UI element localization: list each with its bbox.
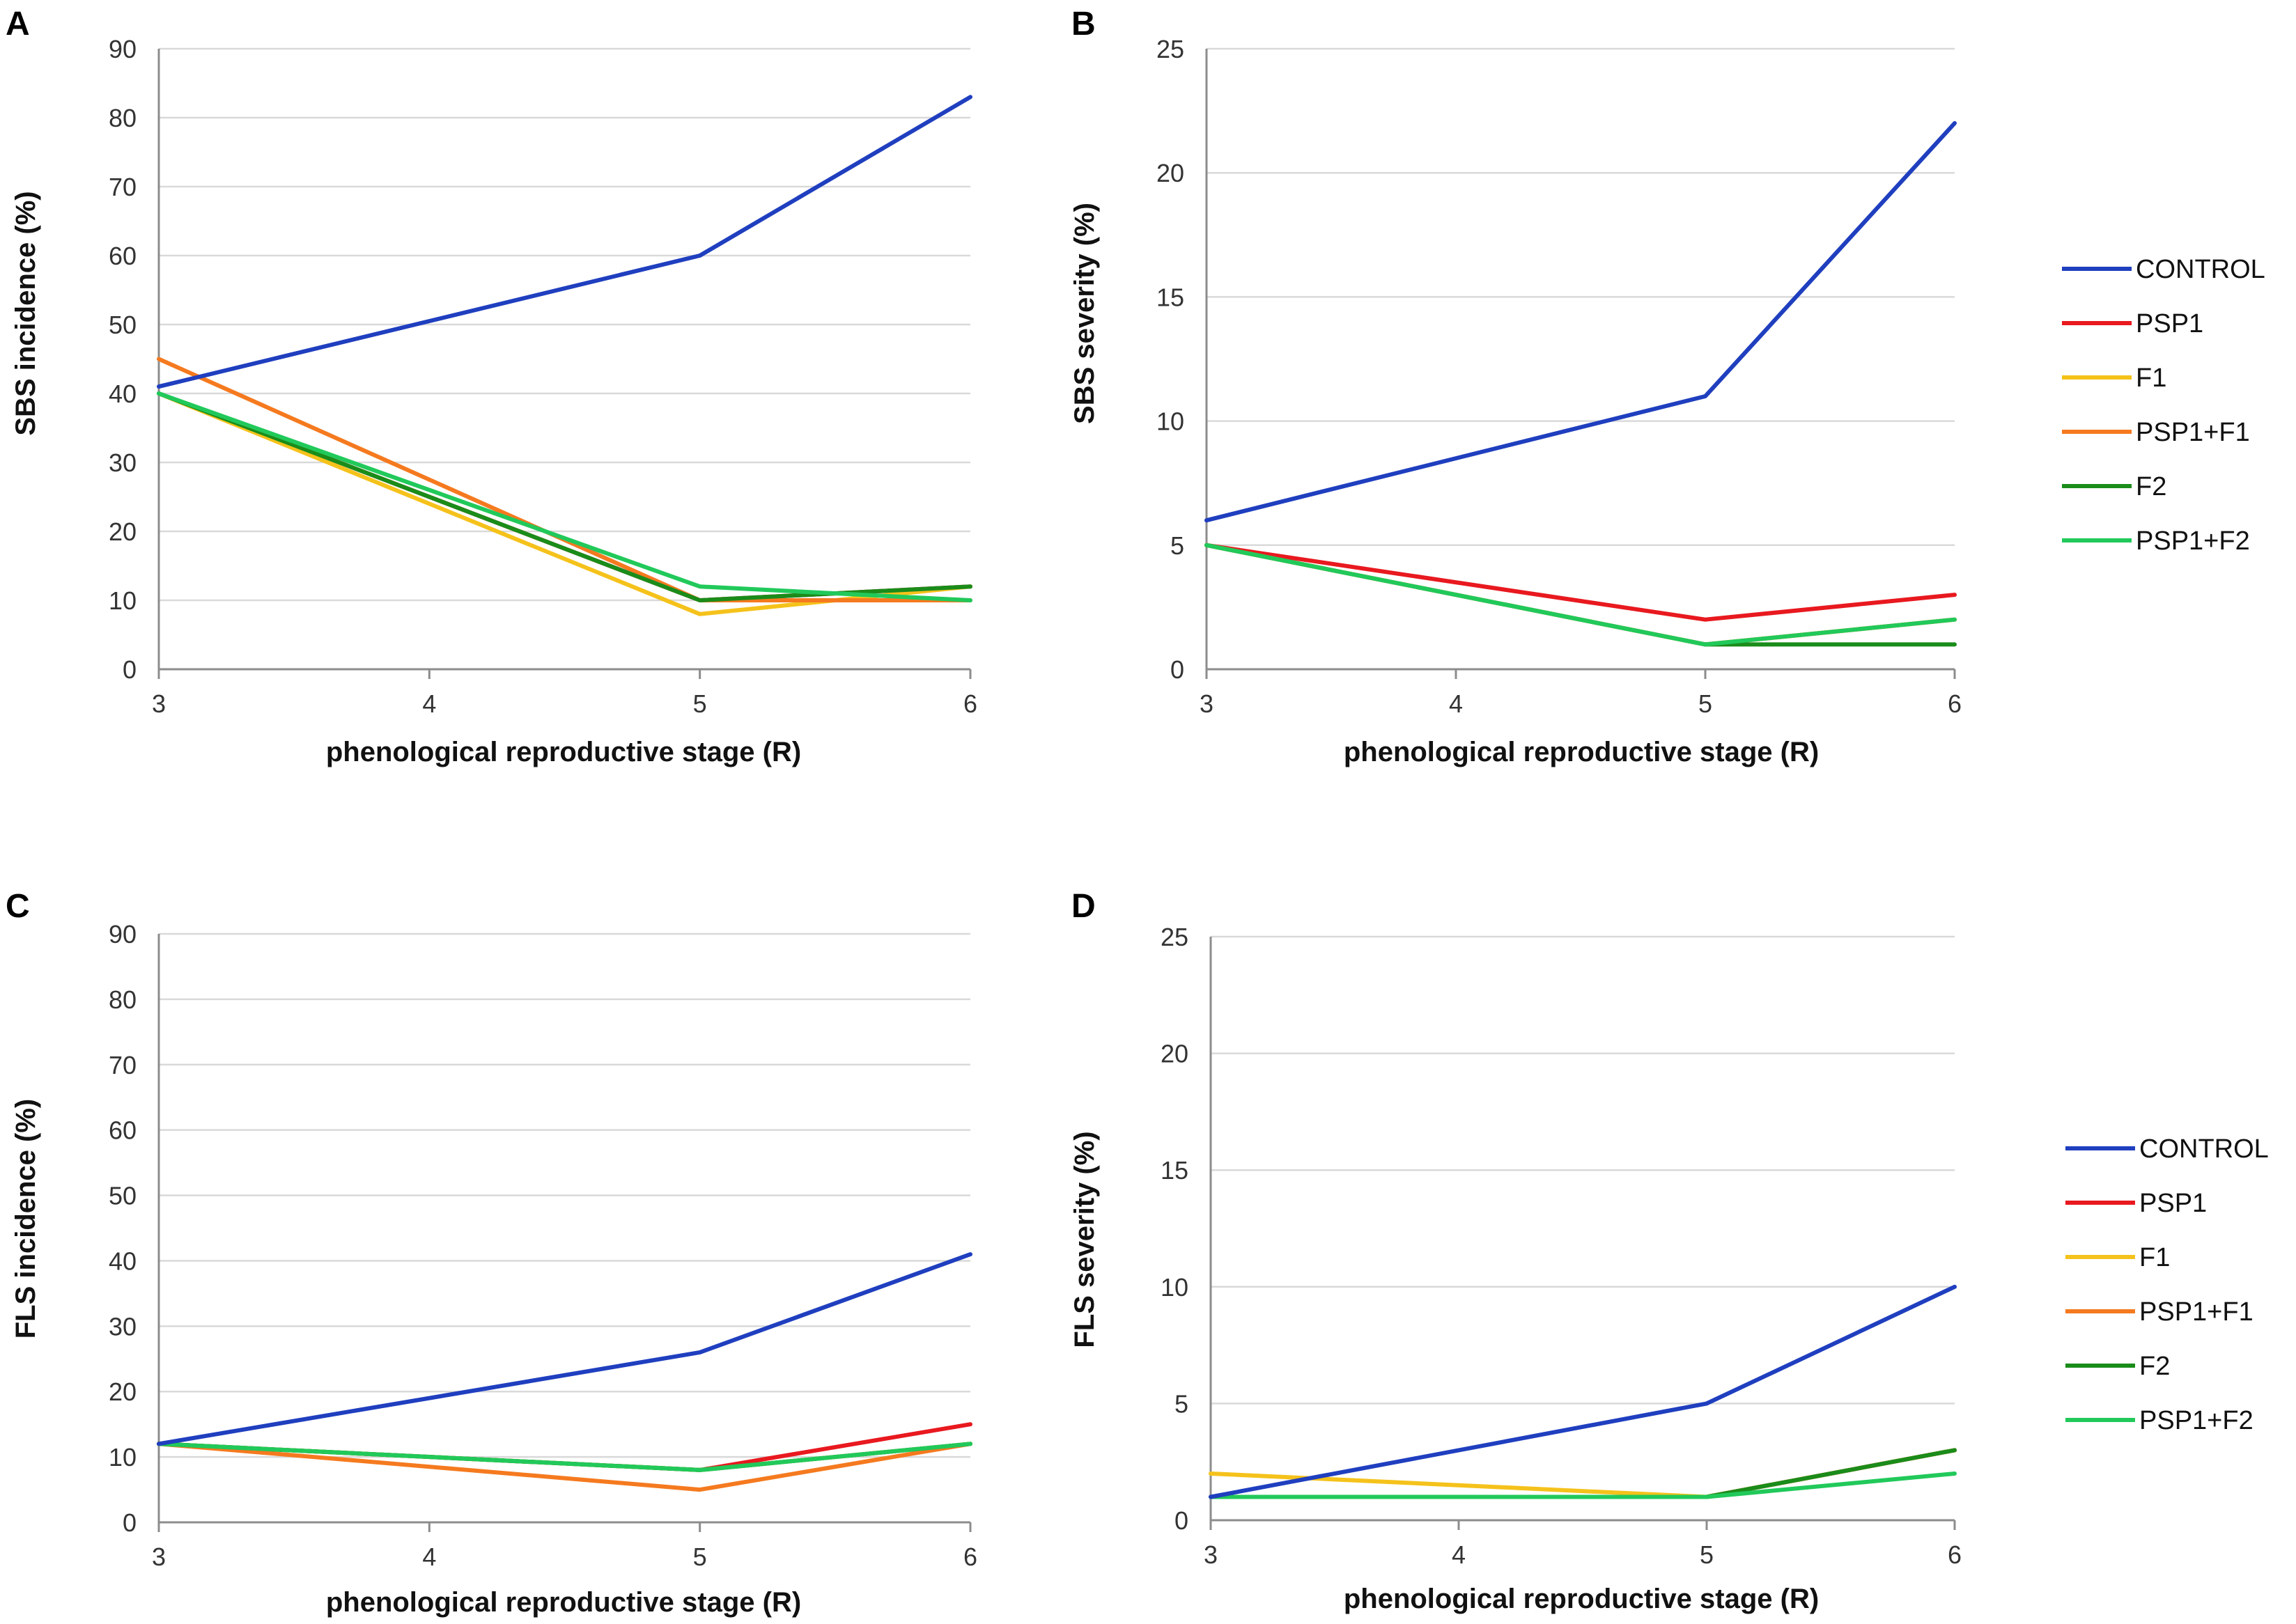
x-axis-label: phenological reproductive stage (R): [326, 737, 801, 767]
y-tick-label: 20: [1156, 159, 1184, 187]
legend-label: F2: [2136, 472, 2166, 501]
x-tick-label: 4: [1449, 689, 1463, 718]
y-tick-label: 10: [1161, 1273, 1188, 1302]
y-tick-label: 60: [109, 1116, 137, 1145]
y-tick-label: 5: [1174, 1389, 1188, 1418]
y-tick-label: 90: [109, 920, 137, 948]
panel-a: A 0 10 20 30 40 50 60 70 80 90 3 4 5 6 phenological …: [6, 6, 977, 767]
x-tick-label: 4: [422, 1543, 436, 1571]
y-tick-label: 15: [1156, 283, 1184, 311]
y-tick-label: 0: [1170, 655, 1184, 684]
series-line-f2: [157, 391, 972, 602]
y-tick-label: 0: [123, 655, 137, 684]
legend-label: F1: [2139, 1243, 2170, 1272]
panel-label: B: [1071, 6, 1096, 42]
x-axis-label: phenological reproductive stage (R): [1344, 737, 1819, 767]
panel-d: D 0 5 10 15 20 25 3 4 5 6 phenological reproduct…: [1069, 888, 2269, 1614]
x-tick-label: 5: [693, 1543, 707, 1571]
y-tick-label: 0: [123, 1508, 137, 1537]
series-line-psp1-plus-f1: [157, 357, 972, 602]
y-axis-label: FLS incidence (%): [10, 1099, 41, 1339]
legend: CONTROL PSP1 F1 PSP1+F1 F2 PSP1+F2: [2065, 1134, 2269, 1435]
series-line-psp1: [1204, 542, 1957, 622]
y-tick-label: 50: [109, 311, 137, 339]
y-tick-label: 10: [1156, 407, 1184, 436]
y-tick-label: 25: [1161, 923, 1188, 951]
x-axis-label: phenological reproductive stage (R): [326, 1587, 801, 1618]
y-tick-label: 20: [1161, 1040, 1188, 1068]
panel-label: C: [6, 888, 30, 925]
y-tick-label: 70: [109, 1051, 137, 1079]
panel-c: C 0 10 20 30 40 50 60 70 80 90 3 4 5 6 phenological …: [6, 888, 977, 1618]
series-line-psp1-plus-f2: [157, 391, 972, 602]
series-line-psp1: [157, 391, 972, 602]
y-tick-label: 25: [1156, 35, 1184, 63]
series-line-f1: [157, 391, 972, 616]
series-line-control: [1209, 1284, 1957, 1499]
y-tick-label: 30: [109, 448, 137, 477]
series-line-control: [1204, 120, 1957, 523]
legend-label: CONTROL: [2136, 255, 2265, 284]
legend-label: F2: [2139, 1352, 2170, 1381]
x-tick-label: 5: [1700, 1540, 1714, 1569]
y-axis-label: SBS severity (%): [1069, 203, 1100, 424]
legend-label: PSP1: [2139, 1189, 2207, 1218]
x-tick-label: 3: [152, 689, 166, 718]
panel-label: D: [1071, 888, 1096, 925]
series-line-f1: [1209, 1448, 1957, 1499]
x-tick-label: 3: [1204, 1540, 1218, 1569]
x-tick-label: 6: [1948, 1540, 1962, 1569]
y-tick-label: 50: [109, 1182, 137, 1210]
legend-label: PSP1+F1: [2136, 418, 2250, 447]
x-tick-label: 4: [422, 689, 436, 718]
legend: CONTROL PSP1 F1 PSP1+F1 F2 PSP1+F2: [2062, 255, 2265, 556]
y-axis-label: SBS incidence (%): [10, 191, 41, 435]
panel-label: A: [6, 6, 30, 42]
series-line-psp1-plus-f2: [1209, 1471, 1957, 1499]
y-tick-label: 80: [109, 104, 137, 132]
x-tick-label: 3: [1200, 689, 1213, 718]
y-tick-label: 40: [109, 1247, 137, 1275]
series-line-control: [157, 1252, 972, 1446]
legend-label: PSP1+F2: [2139, 1406, 2254, 1435]
x-tick-label: 5: [693, 689, 707, 718]
y-tick-label: 10: [109, 586, 137, 615]
y-tick-label: 20: [109, 1377, 137, 1406]
y-tick-label: 0: [1174, 1506, 1188, 1535]
x-tick-label: 4: [1452, 1540, 1466, 1569]
y-tick-label: 10: [109, 1443, 137, 1471]
series-line-psp1-plus-f2: [1204, 542, 1957, 647]
legend-label: PSP1+F2: [2136, 526, 2250, 556]
legend-label: PSP1+F1: [2139, 1297, 2254, 1327]
x-tick-label: 6: [963, 689, 977, 718]
x-tick-label: 3: [152, 1543, 166, 1571]
y-tick-label: 30: [109, 1312, 137, 1341]
y-tick-label: 90: [109, 35, 137, 63]
y-tick-label: 70: [109, 173, 137, 201]
x-tick-label: 6: [1948, 689, 1962, 718]
legend-label: F1: [2136, 364, 2166, 393]
series-line-psp1-plus-f1: [157, 1442, 972, 1492]
y-tick-label: 60: [109, 242, 137, 270]
series-line-psp1-plus-f2: [157, 1442, 972, 1472]
series-line-control: [157, 95, 972, 389]
y-tick-label: 5: [1170, 531, 1184, 560]
y-tick-label: 80: [109, 985, 137, 1014]
panel-b: B 0 5 10 15 20 25 3 4 5 6 phenological reproduct…: [1069, 6, 2265, 767]
y-tick-label: 15: [1161, 1156, 1188, 1185]
y-axis-label: FLS severity (%): [1069, 1131, 1100, 1348]
x-axis-label: phenological reproductive stage (R): [1344, 1584, 1819, 1614]
legend-label: CONTROL: [2139, 1134, 2269, 1164]
x-tick-label: 6: [963, 1543, 977, 1571]
legend-label: PSP1: [2136, 309, 2203, 338]
y-tick-label: 20: [109, 517, 137, 546]
x-tick-label: 5: [1698, 689, 1712, 718]
y-tick-label: 40: [109, 380, 137, 408]
